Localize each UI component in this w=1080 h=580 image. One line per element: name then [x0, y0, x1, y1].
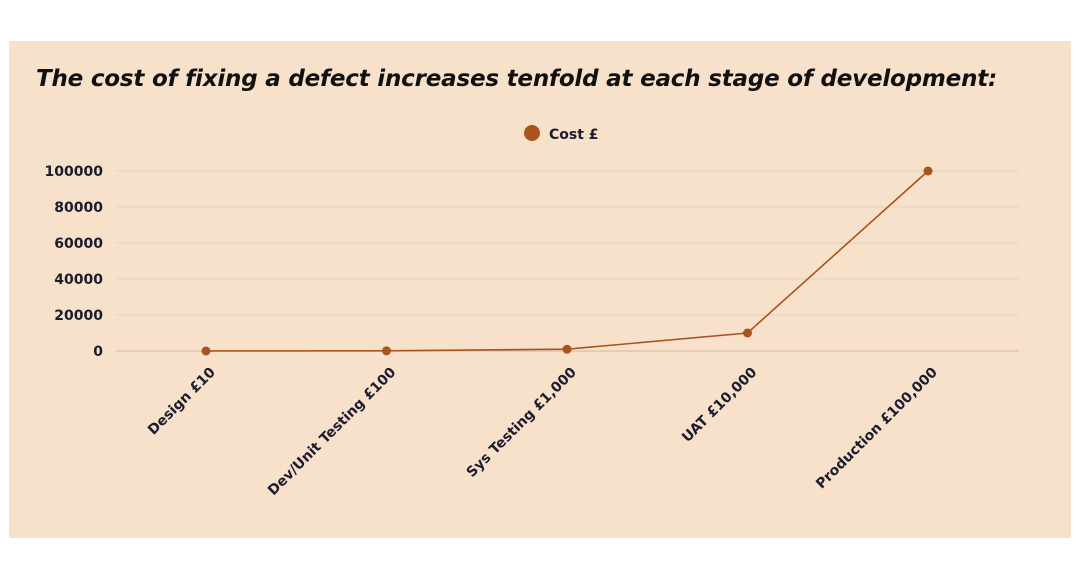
- x-tick-label: Production £100,000: [813, 364, 941, 492]
- y-tick-label: 80000: [54, 200, 103, 216]
- data-point: [923, 166, 933, 176]
- data-point: [201, 346, 211, 356]
- y-tick-label: 100000: [45, 164, 104, 180]
- x-tick-label: Sys Testing £1,000: [464, 364, 580, 480]
- data-point: [743, 328, 752, 338]
- legend: Cost £: [524, 125, 599, 143]
- y-tick-label: 40000: [54, 272, 103, 288]
- series-cost: [201, 166, 933, 356]
- gridlines: [116, 170, 1019, 352]
- x-axis-tick-labels: Design £10 Dev/Unit Testing £100 Sys Testi…: [145, 364, 941, 498]
- data-point: [382, 346, 391, 356]
- y-tick-label: 60000: [54, 236, 103, 252]
- chart-title: The cost of fixing a defect increases te…: [36, 66, 998, 92]
- legend-label: Cost £: [549, 127, 599, 143]
- x-tick-label: UAT £10,000: [679, 364, 760, 445]
- y-axis-tick-labels: 0 20000 40000 60000 80000 100000: [45, 164, 104, 360]
- x-tick-label: Dev/Unit Testing £100: [265, 364, 399, 498]
- y-tick-label: 0: [93, 344, 103, 360]
- data-point: [562, 344, 572, 354]
- x-tick-label: Design £10: [145, 364, 219, 438]
- chart-panel: [9, 41, 1071, 538]
- y-tick-label: 20000: [54, 308, 103, 324]
- series-line: [205, 170, 929, 352]
- legend-marker: [524, 125, 540, 141]
